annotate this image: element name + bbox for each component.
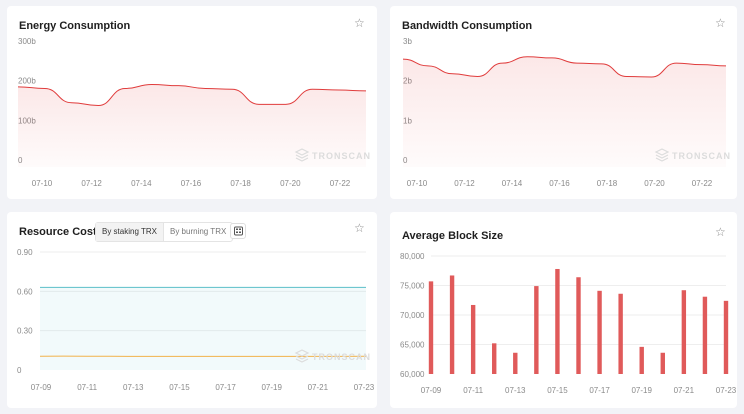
y-tick-label: 0.90 (17, 248, 33, 257)
x-tick-label: 07-15 (169, 383, 190, 392)
block-size-bar (681, 290, 687, 374)
tronscan-watermark: TRONSCAN (294, 148, 371, 162)
x-tick-label: 07-17 (215, 383, 236, 392)
card-title: Resource Costs (19, 226, 103, 238)
block-size-bar (470, 304, 476, 374)
y-tick-label: 200b (18, 77, 36, 86)
watermark-text: TRONSCAN (672, 151, 731, 161)
tab-by-staking-trx[interactable]: By staking TRX (96, 223, 164, 241)
x-tick-label: 07-15 (547, 386, 568, 395)
card-title: Bandwidth Consumption (402, 20, 533, 32)
star-icon[interactable]: ☆ (354, 221, 365, 235)
x-tick-label: 07-19 (261, 383, 282, 392)
x-tick-label: 07-10 (32, 179, 53, 188)
y-tick-label: 70,000 (400, 311, 425, 320)
tronscan-watermark: TRONSCAN (654, 148, 731, 162)
x-tick-label: 07-11 (463, 386, 483, 395)
average-block-size-card: Average Block Size ☆ (390, 212, 737, 408)
block-size-bar (702, 296, 708, 374)
star-icon[interactable]: ☆ (715, 225, 726, 239)
block-size-bar (492, 343, 497, 374)
card-title: Average Block Size (402, 230, 504, 242)
star-icon[interactable]: ☆ (354, 16, 365, 30)
x-tick-label: 07-18 (230, 179, 251, 188)
tronscan-logo-icon (654, 148, 670, 162)
tronscan-watermark: TRONSCAN (294, 349, 371, 363)
y-tick-label: 60,000 (400, 370, 425, 379)
card-title: Energy Consumption (19, 20, 131, 32)
block-size-bar (660, 352, 665, 374)
x-tick-label: 07-23 (716, 386, 737, 395)
x-tick-label: 07-14 (131, 179, 152, 188)
x-tick-label: 07-14 (502, 179, 523, 188)
y-tick-label: 0.30 (17, 327, 33, 336)
star-icon[interactable]: ☆ (715, 16, 726, 30)
y-tick-label: 0.60 (17, 287, 33, 296)
cost-mode-toggle: By staking TRX By burning TRX (95, 222, 234, 242)
x-tick-label: 07-20 (280, 179, 301, 188)
x-tick-label: 07-10 (407, 179, 428, 188)
y-tick-label: 3b (403, 37, 412, 46)
x-tick-label: 07-11 (77, 383, 97, 392)
block-size-bar (576, 277, 581, 374)
tronscan-logo-icon (294, 349, 310, 363)
block-size-bar (639, 346, 644, 374)
x-tick-label: 07-09 (31, 383, 52, 392)
x-tick-label: 07-18 (597, 179, 618, 188)
block-size-bar (428, 281, 434, 374)
tab-by-burning-trx[interactable]: By burning TRX (169, 227, 227, 236)
x-tick-label: 07-21 (674, 386, 695, 395)
y-tick-label: 65,000 (400, 341, 425, 350)
x-tick-label: 07-22 (330, 179, 351, 188)
x-tick-label: 07-22 (692, 179, 713, 188)
block-size-bar (618, 293, 623, 374)
resource-costs-card: Resource Costs ☆ (7, 212, 377, 408)
y-tick-label: 80,000 (400, 252, 425, 261)
block-size-bar (534, 286, 539, 374)
y-tick-label: 300b (18, 37, 36, 46)
x-tick-label: 07-12 (81, 179, 102, 188)
energy-area-fill (18, 84, 366, 167)
block-size-bar (723, 300, 729, 374)
tronscan-logo-icon (294, 148, 310, 162)
bandwidth-series-line (402, 56, 727, 78)
block-size-bar (555, 268, 560, 374)
x-tick-label: 07-19 (631, 386, 652, 395)
x-tick-label: 07-09 (421, 386, 442, 395)
watermark-text: TRONSCAN (312, 151, 371, 161)
x-tick-label: 07-12 (454, 179, 475, 188)
x-tick-label: 07-17 (589, 386, 610, 395)
block-size-bar (597, 290, 602, 374)
calculator-icon[interactable] (230, 223, 246, 239)
x-tick-label: 07-13 (505, 386, 526, 395)
energy-series-line (17, 83, 367, 107)
x-tick-label: 07-20 (644, 179, 665, 188)
y-tick-label: 75,000 (400, 282, 425, 291)
bandwidth-area-fill (403, 56, 726, 167)
x-tick-label: 07-23 (354, 383, 375, 392)
x-tick-label: 07-16 (549, 179, 570, 188)
y-tick-label: 0 (17, 366, 22, 375)
staking-area-fill (40, 287, 366, 370)
x-tick-label: 07-13 (123, 383, 144, 392)
block-size-bar (449, 275, 455, 374)
x-tick-label: 07-21 (308, 383, 329, 392)
block-size-bar (513, 352, 518, 374)
x-tick-label: 07-16 (181, 179, 202, 188)
watermark-text: TRONSCAN (312, 352, 371, 362)
